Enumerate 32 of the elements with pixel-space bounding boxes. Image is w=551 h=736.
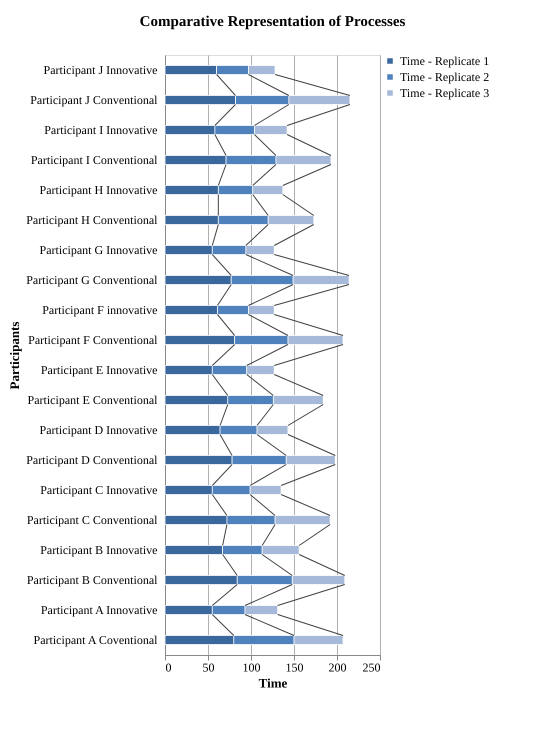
x-tick-label: 150 (286, 660, 304, 674)
y-tick-label: Participant C Innovative (40, 483, 158, 497)
y-tick-label: Participant A Coventional (34, 633, 158, 647)
y-tick-label: Participant I Innovative (44, 123, 158, 137)
y-tick-label: Participant H Innovative (40, 183, 158, 197)
y-tick-label: Participant J Conventional (30, 93, 158, 107)
y-tick-label: Participant B Innovative (40, 543, 158, 557)
x-tick-label: 50 (202, 660, 214, 674)
y-tick-label: Participant J Innovative (44, 63, 158, 77)
y-axis-title: Participants (7, 322, 22, 390)
legend-label: Time - Replicate 2 (400, 70, 490, 84)
y-tick-label: Participant C Conventional (26, 513, 158, 527)
x-tick-label: 0 (166, 660, 172, 674)
y-tick-label: Participant B Conventional (26, 573, 158, 587)
y-tick-label: Participant F innovative (42, 303, 158, 317)
y-tick-label: Participant A Innovative (40, 603, 158, 617)
x-axis-title: Time (258, 676, 288, 690)
y-tick-label: Participant G Innovative (40, 243, 158, 257)
x-tick-label: 250 (362, 660, 380, 674)
y-tick-label: Participant D Innovative (40, 423, 158, 437)
legend-label: Time - Replicate 3 (400, 86, 490, 100)
x-tick-label: 200 (328, 660, 346, 674)
y-tick-label: Participant I Conventional (30, 153, 158, 167)
y-tick-label: Participant D Conventional (26, 453, 158, 467)
y-tick-label: Participant H Conventional (26, 213, 158, 227)
y-tick-label: Participant G Conventional (26, 273, 158, 287)
chart-title: Comparative Representation of Processes (140, 14, 406, 30)
legend-label: Time - Replicate 1 (400, 54, 490, 68)
y-tick-label: Participant E Innovative (40, 363, 158, 377)
y-tick-label: Participant F Conventional (28, 333, 158, 347)
x-tick-label: 100 (242, 660, 260, 674)
y-tick-label: Participant E Conventional (28, 393, 158, 407)
